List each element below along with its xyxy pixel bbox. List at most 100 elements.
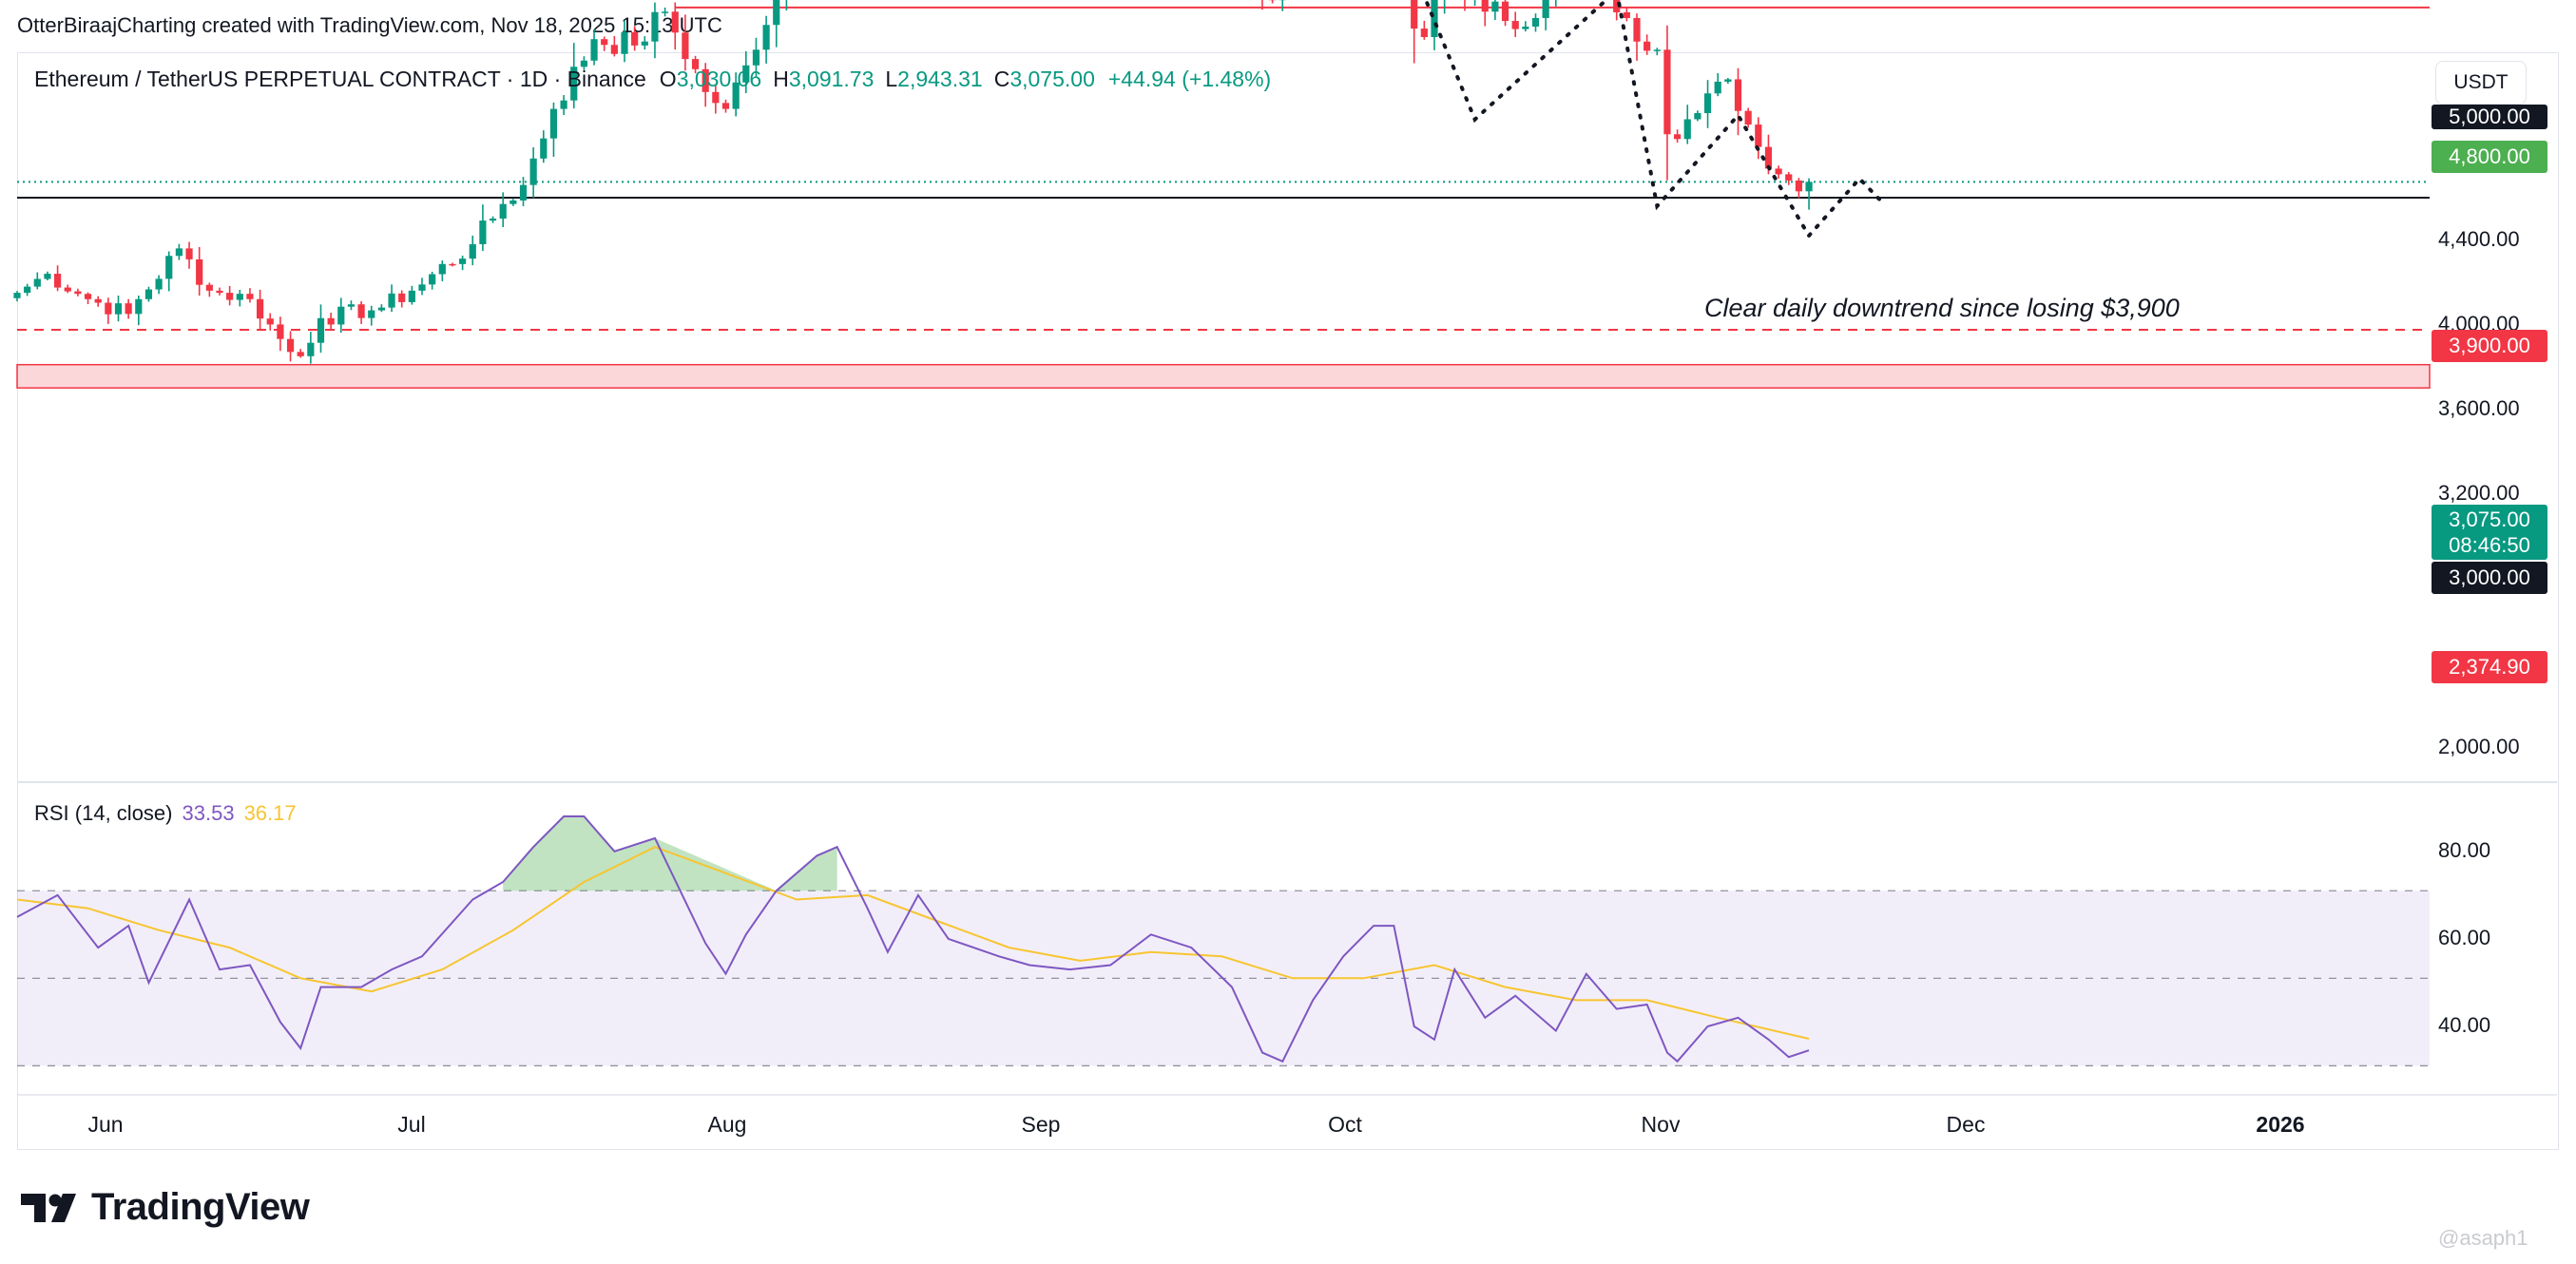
candle-body [752, 49, 760, 66]
candle-body [74, 291, 82, 295]
price-tick-3600: 3,600.00 [2438, 396, 2520, 420]
candle-body [459, 259, 467, 264]
candle-body [105, 302, 112, 315]
candle-body [257, 298, 264, 319]
candle-body [1724, 79, 1732, 82]
candle-body [408, 290, 415, 302]
price-tag-3000: 3,000.00 [2432, 562, 2547, 594]
candle-body [499, 203, 507, 219]
candle-body [205, 284, 213, 291]
candle-body [529, 158, 537, 185]
candle-body [762, 25, 770, 50]
candle-body [277, 324, 284, 339]
rsi-legend: RSI (14, close) 33.53 36.17 [34, 801, 297, 826]
rsi-line [16, 815, 1810, 1063]
rsi-tick-80: 80.00 [2438, 838, 2491, 862]
projection-path [1423, 0, 1882, 239]
price-tag-3900: 3,900.00 [2432, 330, 2547, 362]
candle-body [1542, 0, 1549, 18]
candle-body [549, 108, 558, 139]
chart-frame [17, 52, 2559, 1150]
watermark: @asaph1 [2438, 1226, 2528, 1250]
candle-body [13, 293, 21, 298]
candle-body [1795, 180, 1802, 192]
bar-countdown: 08:46:50 [2449, 533, 2530, 557]
candle-body [266, 318, 274, 325]
currency-button[interactable]: USDT [2435, 61, 2527, 105]
candle-body [469, 243, 476, 259]
rsi-tick-40: 40.00 [2438, 1013, 2491, 1037]
symbol-name: Ethereum / TetherUS PERPETUAL CONTRACT ·… [34, 67, 646, 91]
candle-body [519, 184, 528, 201]
rsi-title: RSI (14, close) [34, 801, 173, 825]
candle-body [307, 342, 315, 356]
candle-body [165, 256, 173, 279]
candle-body [509, 200, 517, 204]
candle-body [24, 286, 31, 294]
candle-body [540, 138, 548, 159]
price-tag-2374: 2,374.90 [2432, 651, 2547, 683]
candle-body [236, 294, 243, 300]
month-oct: Oct [1328, 1112, 1362, 1137]
month-dec: Dec [1946, 1112, 1986, 1137]
tradingview-logo[interactable]: TradingView [21, 1186, 310, 1229]
candle-body [570, 67, 578, 101]
candle-body [114, 303, 123, 315]
rsi-ma-value: 36.17 [243, 801, 297, 825]
candle-body [1703, 93, 1712, 114]
candle-body [479, 220, 487, 244]
tradingview-logo-icon [21, 1193, 76, 1222]
candle-body [33, 278, 41, 287]
price-tick-4400: 4,400.00 [2438, 227, 2520, 251]
candle-body [175, 248, 183, 257]
candle-body [155, 278, 163, 290]
candle-body [1420, 29, 1428, 37]
candle-body [1431, 0, 1438, 37]
month-sep: Sep [1021, 1112, 1061, 1137]
year-2026: 2026 [2256, 1112, 2305, 1137]
candle-body [732, 82, 740, 109]
candle-body [691, 59, 700, 69]
candle-body [1633, 17, 1641, 42]
current-price-tag: 3,075.00 08:46:50 [2432, 505, 2547, 560]
low-label: L [885, 67, 898, 91]
candle-body [662, 11, 669, 13]
candle-body [721, 103, 730, 109]
candle-body [216, 290, 223, 294]
candle-body [1755, 124, 1762, 147]
low-value: 2,943.31 [897, 67, 983, 91]
candle-body [773, 0, 780, 26]
candle-body [185, 248, 193, 259]
candle-body [54, 274, 62, 288]
candle-body [1481, 0, 1489, 12]
candle-body [429, 274, 436, 285]
candle-body [297, 352, 304, 356]
candle-body [135, 298, 143, 315]
current-price: 3,075.00 [2449, 508, 2530, 531]
candle-body [712, 91, 720, 104]
candle-body [144, 289, 153, 299]
candle-body [1805, 182, 1813, 192]
candle-body [94, 298, 102, 303]
candle-body [317, 317, 325, 343]
candle-body [125, 303, 132, 315]
candle-body [84, 294, 92, 299]
candle-body [702, 68, 709, 92]
close-value: 3,075.00 [1009, 67, 1095, 91]
candle-body [682, 32, 689, 60]
candle-body [1411, 0, 1418, 29]
candle-body [418, 284, 426, 291]
candle-body [388, 293, 395, 308]
candle-body [489, 218, 497, 221]
candle-body [1511, 21, 1519, 29]
candle-body [671, 11, 679, 33]
symbol-legend: Ethereum / TetherUS PERPETUAL CONTRACT ·… [34, 67, 1271, 92]
candle-body [286, 338, 295, 353]
candle-body [368, 310, 375, 318]
candle-body [1644, 41, 1651, 51]
candle-body [357, 304, 365, 318]
price-tag-4800: 4,800.00 [2432, 141, 2547, 173]
rsi-ma-line [16, 846, 1810, 1040]
candle-body [1674, 134, 1682, 140]
